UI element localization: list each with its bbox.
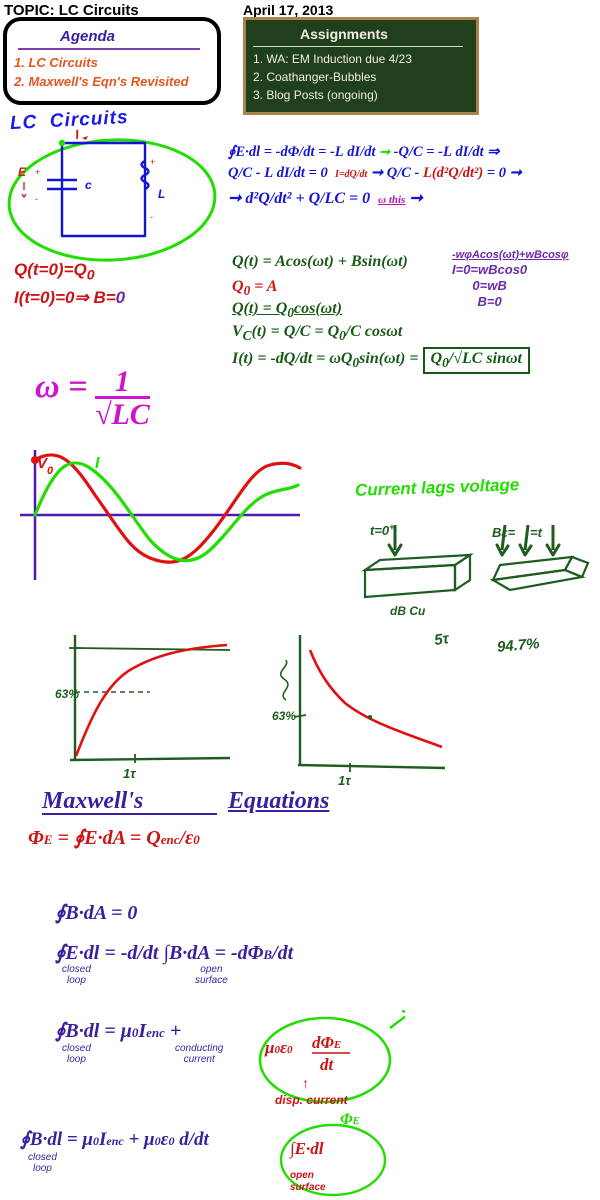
svg-text:+: + xyxy=(35,167,40,177)
svg-text:5τ: 5τ xyxy=(433,630,451,649)
svg-text:1τ: 1τ xyxy=(123,766,136,780)
svg-text:+: + xyxy=(150,157,155,167)
svg-text:disp. current: disp. current xyxy=(275,1093,349,1107)
svg-text:dB Cu: dB Cu xyxy=(390,604,426,618)
svg-text:63%: 63% xyxy=(55,687,79,701)
svg-text:μ0ε0: μ0ε0 xyxy=(264,1038,293,1057)
svg-text:1τ: 1τ xyxy=(338,773,351,785)
svg-text:E: E xyxy=(18,165,27,179)
svg-text:∫E·dl: ∫E·dl xyxy=(289,1139,324,1159)
svg-text:L: L xyxy=(158,187,165,201)
svg-text:V0: V0 xyxy=(37,455,54,477)
svg-text:surface: surface xyxy=(290,1182,326,1193)
svg-text:open: open xyxy=(290,1170,314,1181)
svg-text:-: - xyxy=(150,212,153,222)
svg-text:dΦE: dΦE xyxy=(312,1033,341,1052)
svg-text:I: I xyxy=(74,128,81,142)
svg-text:c: c xyxy=(85,178,92,192)
svg-text:↑: ↑ xyxy=(302,1075,309,1091)
svg-text:dt: dt xyxy=(320,1055,335,1074)
svg-text:63%: 63% xyxy=(272,709,296,723)
svg-text:-: - xyxy=(35,194,38,204)
svg-text:I: I xyxy=(95,455,100,472)
svg-text:ΦE: ΦE xyxy=(340,1112,360,1128)
svg-text:t=0+: t=0+ xyxy=(370,522,395,538)
svg-text:=t: =t xyxy=(530,525,543,540)
